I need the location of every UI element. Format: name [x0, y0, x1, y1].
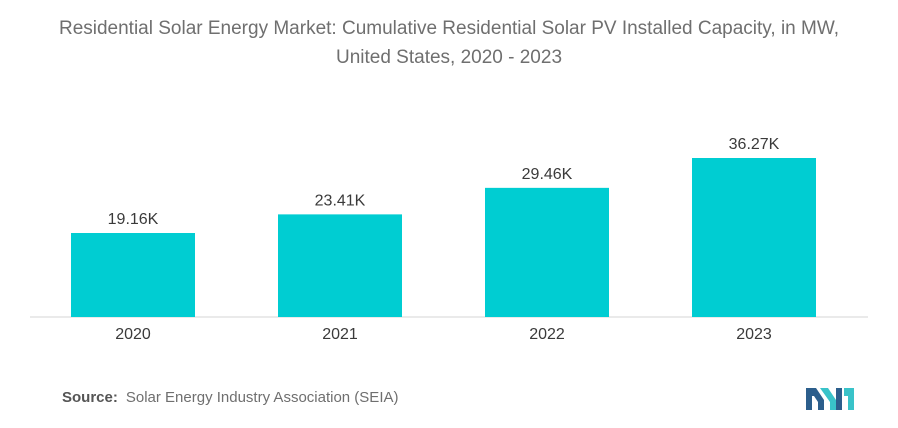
chart-title-line-2: United States, 2020 - 2023 [335, 47, 563, 68]
mordor-intelligence-logo-icon [806, 388, 854, 410]
x-tick-label-2020: 2020 [115, 326, 151, 343]
bar-2020 [71, 233, 195, 317]
bar-2023 [692, 158, 816, 317]
data-label-2020: 19.16K [108, 211, 159, 228]
data-label-2022: 29.46K [522, 166, 573, 183]
x-tick-label-2021: 2021 [322, 326, 358, 343]
source-text: Solar Energy Industry Association (SEIA) [125, 389, 399, 406]
bar-2022 [485, 187, 609, 317]
x-tick-label-2022: 2022 [529, 326, 565, 343]
data-label-2023: 36.27K [729, 136, 780, 153]
source-note: Source: Solar Energy Industry Association… [62, 389, 398, 406]
x-tick-label-2023: 2023 [736, 326, 772, 343]
chart-title: Residential Solar Energy Market: Cumulat… [20, 14, 878, 72]
source-label: Source: [62, 389, 118, 406]
data-label-2021: 23.41K [315, 192, 366, 209]
chart-title-line-1: Residential Solar Energy Market: Cumulat… [58, 18, 840, 39]
bar-2021 [278, 214, 402, 317]
